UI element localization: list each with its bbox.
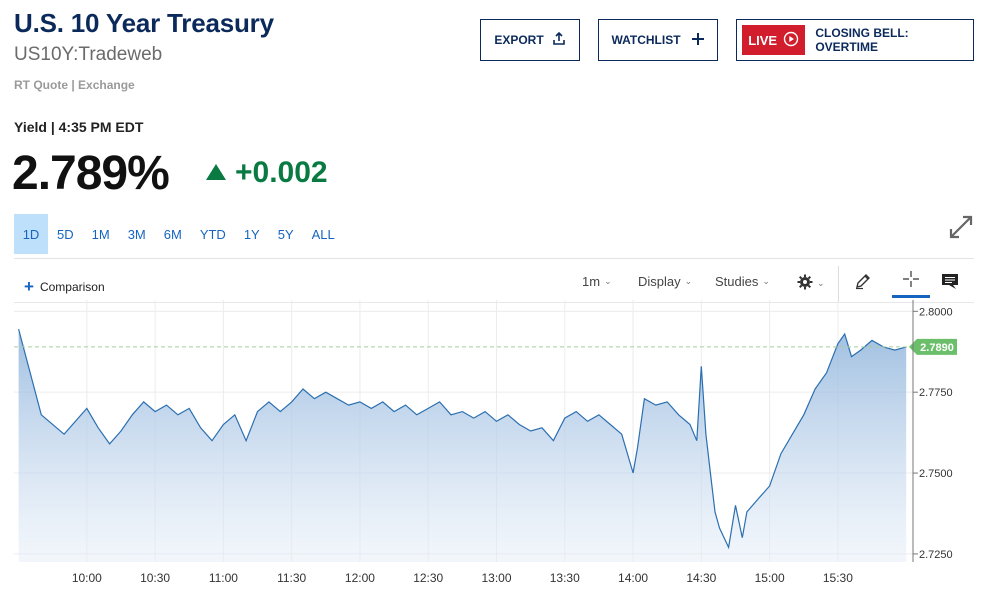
chart-divider — [14, 302, 974, 303]
quote-source: RT Quote | Exchange — [14, 78, 135, 92]
gear-icon — [797, 274, 813, 293]
live-badge: LIVE — [742, 25, 806, 55]
plus-icon: + — [24, 277, 34, 296]
export-button[interactable]: EXPORT — [480, 19, 580, 61]
interval-dropdown[interactable]: 1m ⌄ — [582, 274, 612, 289]
studies-label: Studies — [715, 274, 759, 289]
watchlist-button[interactable]: WATCHLIST — [598, 19, 718, 61]
chevron-down-icon: ⌄ — [762, 276, 770, 286]
change-value-group: +0.002 — [205, 156, 328, 190]
y-tick-label: 2.7750 — [919, 387, 953, 399]
draw-tool-button[interactable] — [846, 268, 880, 298]
range-tab-1m[interactable]: 1M — [91, 226, 110, 242]
play-icon — [783, 31, 799, 50]
chevron-down-icon: ⌄ — [817, 278, 825, 288]
range-tab-1d[interactable]: 1D — [14, 214, 48, 254]
yield-value: 2.789% — [12, 147, 170, 200]
share-icon — [552, 31, 566, 49]
y-tick-label: 2.8000 — [919, 306, 953, 318]
x-tick-label: 12:00 — [345, 571, 375, 585]
range-tab-5d[interactable]: 5D — [57, 226, 74, 242]
range-tab-3m[interactable]: 3M — [127, 226, 146, 242]
comment-tool-button[interactable] — [933, 268, 967, 298]
x-tick-label: 13:00 — [481, 571, 511, 585]
watchlist-label: WATCHLIST — [611, 33, 681, 47]
live-closing-bell-button[interactable]: LIVE CLOSING BELL: OVERTIME — [736, 19, 974, 61]
x-tick-label: 10:00 — [72, 571, 102, 585]
symbol-label: US10Y:Tradeweb — [14, 44, 163, 65]
time-range-tabs: 1D 5D 1M 3M 6M YTD 1Y 5Y ALL — [14, 214, 344, 254]
crosshair-icon — [902, 270, 920, 293]
x-tick-label: 11:00 — [209, 571, 238, 585]
range-tab-1y[interactable]: 1Y — [243, 226, 260, 242]
x-tick-label: 15:00 — [755, 571, 785, 585]
live-label: LIVE — [748, 32, 778, 48]
live-show-label: CLOSING BELL: OVERTIME — [815, 26, 909, 54]
settings-dropdown[interactable]: ⌄ — [797, 274, 825, 293]
chevron-down-icon: ⌄ — [684, 276, 693, 286]
page-title: U.S. 10 Year Treasury — [14, 8, 274, 38]
x-tick-label: 10:30 — [140, 571, 170, 585]
x-tick-label: 13:30 — [550, 571, 580, 585]
yield-timestamp: Yield | 4:35 PM EDT — [14, 119, 144, 135]
display-label: Display — [638, 274, 681, 289]
comparison-label: Comparison — [39, 280, 105, 294]
series-area — [18, 329, 907, 562]
comment-icon — [941, 272, 959, 295]
pencil-icon — [854, 272, 872, 295]
last-value-label: 2.7890 — [920, 342, 954, 354]
x-tick-label: 11:30 — [277, 571, 306, 585]
plus-icon — [691, 32, 705, 49]
y-tick-label: 2.7250 — [919, 549, 953, 561]
crosshair-tool-button[interactable] — [892, 268, 930, 298]
comparison-button[interactable]: + Comparison — [24, 277, 105, 297]
price-chart[interactable]: 2.8000 2.7750 2.7500 2.7250 10:00 10:30 11:00 1… — [0, 300, 984, 589]
display-dropdown[interactable]: Display ⌄ — [638, 274, 692, 289]
series-line — [18, 328, 907, 550]
range-tab-5y[interactable]: 5Y — [277, 226, 294, 242]
interval-label: 1m — [582, 274, 601, 289]
range-tab-6m[interactable]: 6M — [163, 226, 182, 242]
studies-dropdown[interactable]: Studies ⌄ — [715, 274, 770, 289]
range-tab-ytd[interactable]: YTD — [199, 226, 226, 242]
toolbar-separator — [838, 266, 839, 302]
y-tick-label: 2.7500 — [919, 468, 953, 480]
x-tick-label: 15:30 — [823, 571, 853, 585]
x-tick-label: 12:30 — [413, 571, 443, 585]
up-arrow-icon — [205, 156, 227, 190]
divider — [14, 258, 974, 259]
x-tick-label: 14:00 — [618, 571, 648, 585]
export-label: EXPORT — [494, 33, 544, 47]
last-value-badge — [909, 338, 957, 355]
expand-icon[interactable] — [948, 214, 974, 245]
change-value: +0.002 — [235, 156, 328, 189]
range-tab-all[interactable]: ALL — [311, 226, 335, 242]
x-tick-label: 14:30 — [686, 571, 716, 585]
chevron-down-icon: ⌄ — [604, 276, 612, 286]
